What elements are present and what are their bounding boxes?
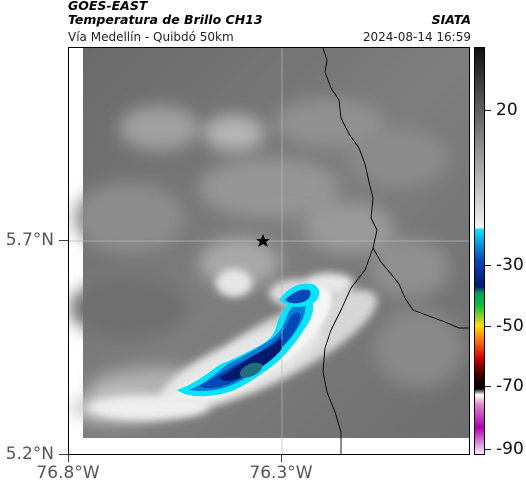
region-label: Vía Medellín - Quibdó 50km [68,30,234,44]
lat-tick-5.7 [59,240,68,241]
product-title: Temperatura de Brillo CH13 [68,12,263,27]
cbar-label-neg70: -70 [496,376,524,396]
cbar-tick-neg90 [485,449,491,450]
map-canvas [69,48,469,454]
cbar-label-neg90: -90 [496,439,524,459]
cbar-tick-neg30 [485,265,491,266]
location-star-icon [256,234,270,247]
colorbar-canvas [475,48,484,454]
lat-label-5.7: 5.7°N [5,230,54,250]
cloud-imagery [69,48,469,438]
lat-tick-5.2 [59,454,68,455]
lat-label-5.2: 5.2°N [5,444,54,464]
organization-label: SIATA [431,12,471,27]
cbar-tick-neg70 [485,386,491,387]
cbar-label-neg30: -30 [496,255,524,275]
administrative-boundaries [322,48,469,454]
convective-cell [177,283,332,399]
cbar-label-20: 20 [496,100,518,120]
cbar-label-neg50: -50 [496,316,524,336]
cbar-tick-20 [485,110,491,111]
temperature-colorbar [474,47,485,455]
timestamp-label: 2024-08-14 16:59 [362,30,471,44]
cbar-tick-neg50 [485,326,491,327]
lon-tick-76.8 [68,455,69,462]
lon-tick-76.3 [281,455,282,462]
lon-label-76.8: 76.8°W [36,463,100,483]
brightness-temperature-map [68,47,470,455]
lon-label-76.3: 76.3°W [249,463,313,483]
source-title: GOES-EAST [68,0,148,13]
